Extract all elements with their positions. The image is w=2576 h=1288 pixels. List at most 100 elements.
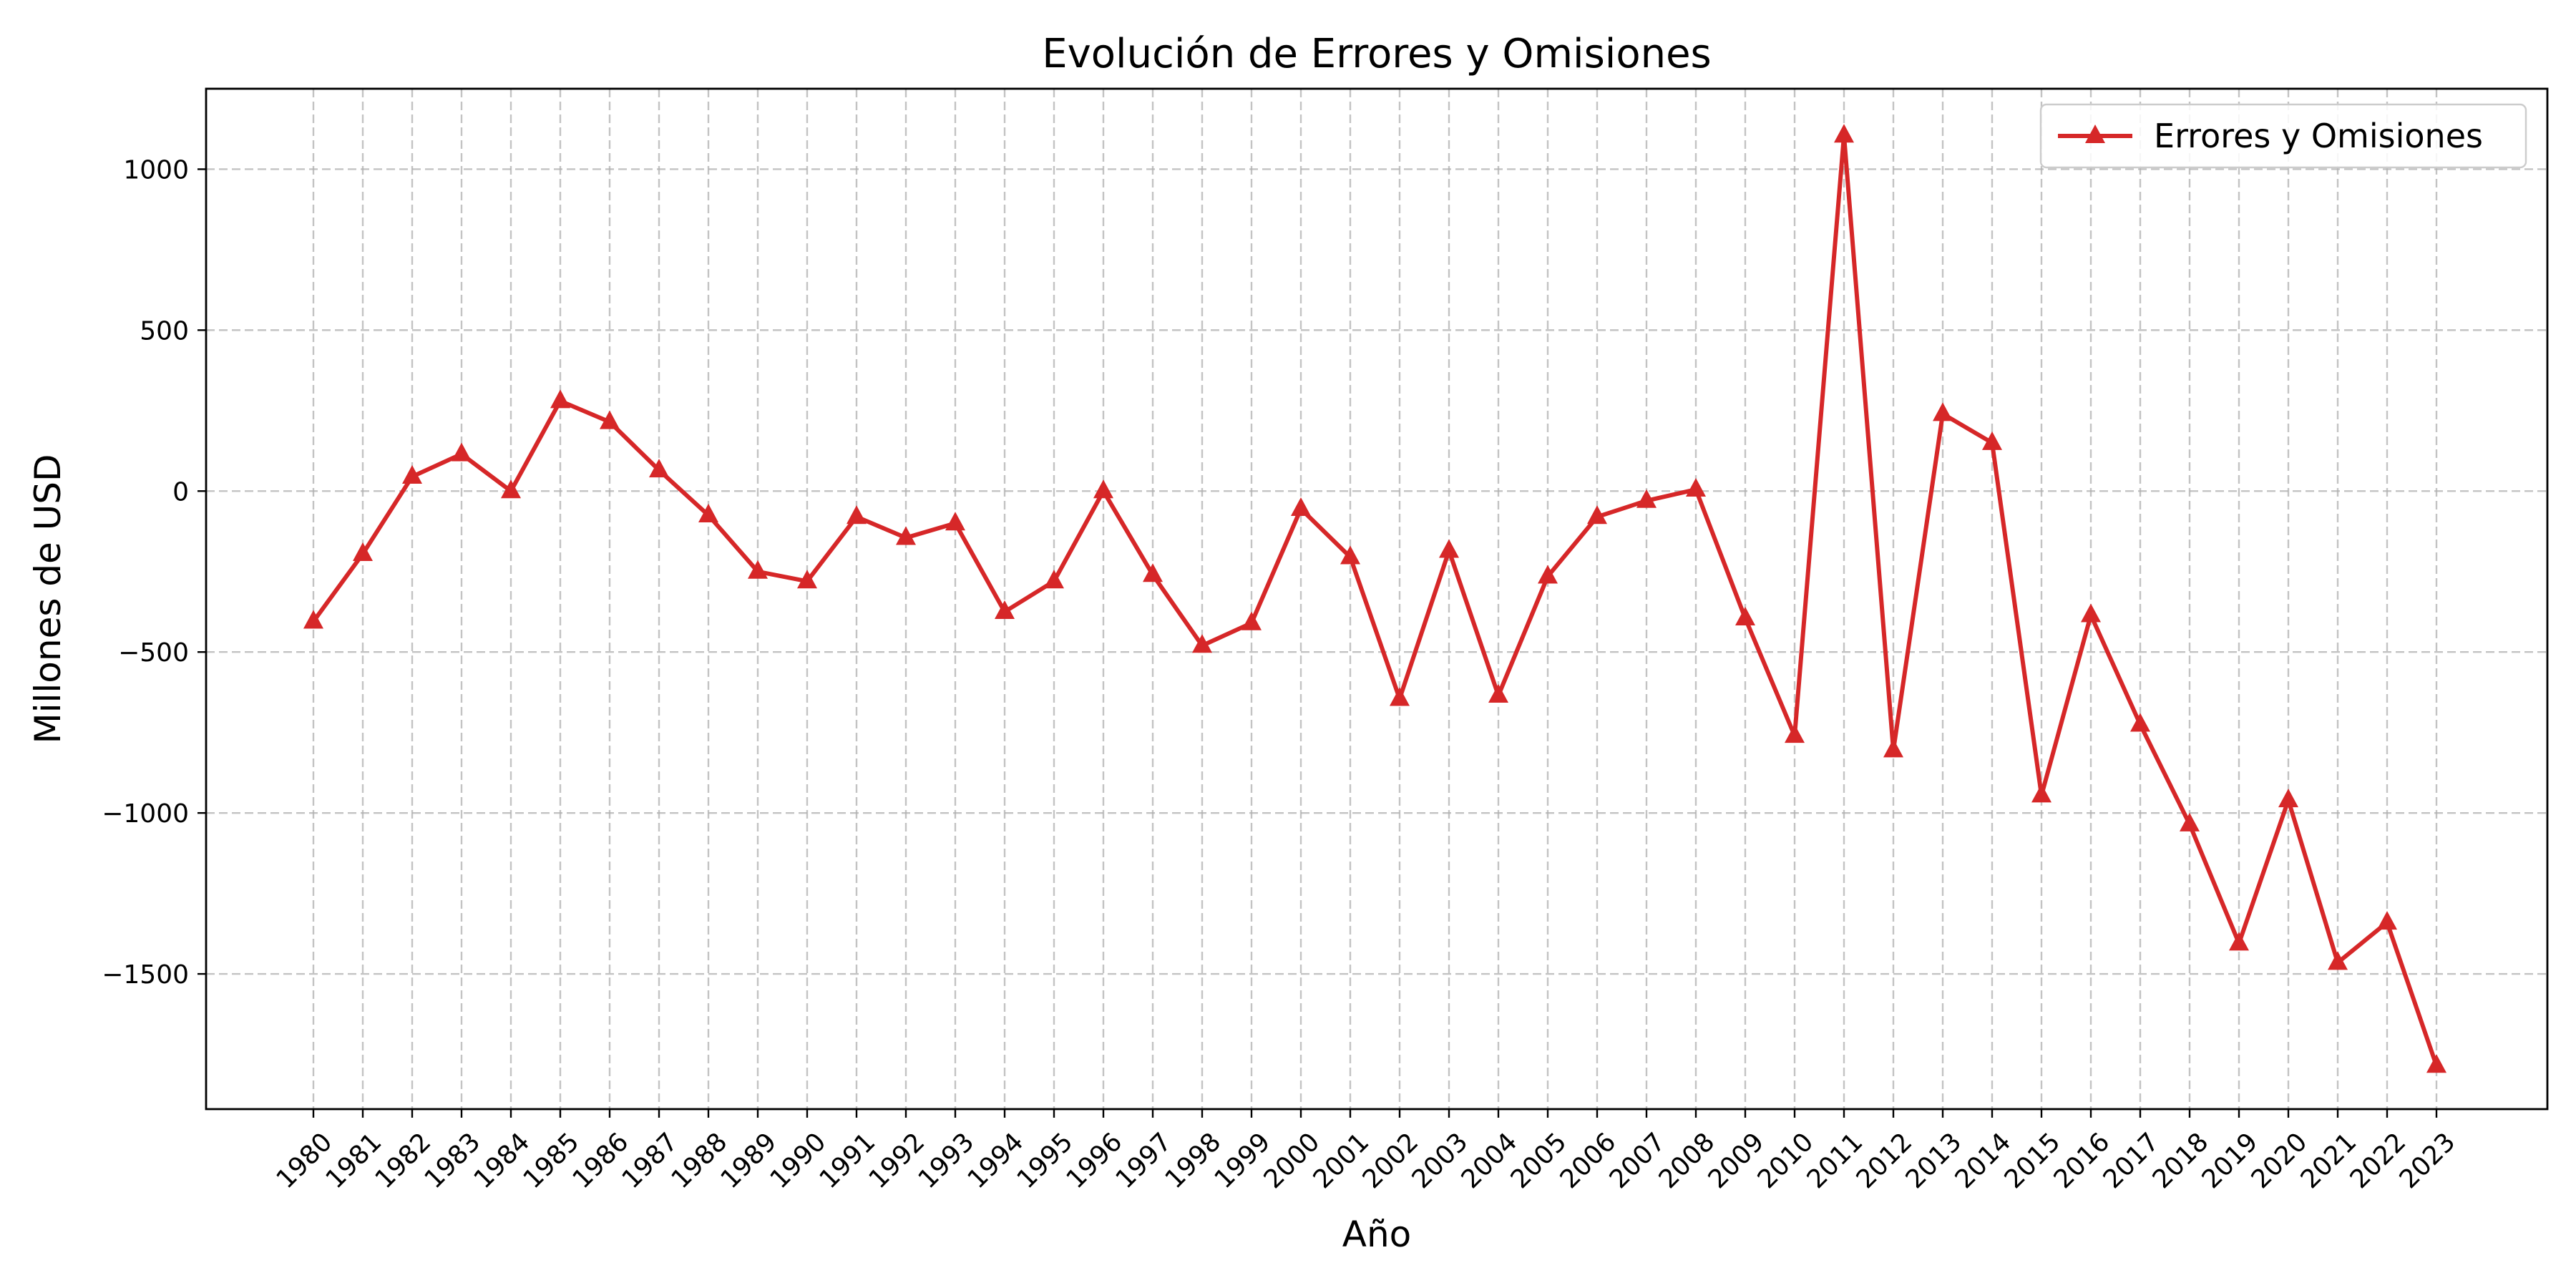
x-tick-label: 1996 — [1061, 1127, 1128, 1194]
x-tick-label: 1995 — [1012, 1127, 1079, 1194]
x-tick-label: 1986 — [567, 1127, 635, 1194]
x-tick-label: 2022 — [2345, 1127, 2412, 1194]
x-tick-label: 1991 — [814, 1127, 882, 1194]
y-axis-label: Millones de USD — [27, 454, 69, 743]
y-tick-label: 0 — [172, 477, 189, 507]
x-tick-label: 2004 — [1456, 1127, 1523, 1194]
y-axis: 1000 500 0 −500 −1000 −1500 — [102, 155, 206, 990]
data-point-marker — [2229, 932, 2249, 951]
x-tick-label: 2014 — [1950, 1127, 2017, 1194]
data-point-marker — [452, 442, 472, 462]
legend-box — [2039, 103, 2527, 169]
x-tick-label: 2011 — [1802, 1127, 1869, 1194]
x-tick-label: 2006 — [1555, 1127, 1622, 1194]
x-tick-label: 2021 — [2296, 1127, 2363, 1194]
x-tick-label: 2008 — [1654, 1127, 1721, 1194]
data-point-marker — [2328, 951, 2348, 970]
y-tick-label: 1000 — [123, 155, 189, 185]
x-tick-label: 2005 — [1506, 1127, 1573, 1194]
data-point-marker — [550, 389, 570, 409]
y-tick-label: −1500 — [102, 960, 189, 990]
x-tick-label: 1985 — [518, 1127, 585, 1194]
data-point-marker — [1636, 489, 1657, 508]
x-tick-label: 1997 — [1111, 1127, 1178, 1194]
x-tick-label: 2007 — [1604, 1127, 1672, 1194]
plot-frame — [205, 87, 2549, 1111]
data-point-marker — [2081, 603, 2101, 623]
data-point-marker — [1439, 539, 1459, 558]
data-point-marker — [1390, 687, 1410, 706]
x-tick-label: 2016 — [2049, 1127, 2116, 1194]
data-point-marker — [1488, 683, 1508, 703]
chart-title: Evolución de Errores y Omisiones — [1042, 31, 1711, 77]
data-point-marker — [896, 526, 916, 545]
data-point-marker — [303, 610, 323, 629]
data-point-marker — [649, 459, 669, 478]
data-point-marker — [797, 570, 817, 589]
x-tick-label: 2002 — [1357, 1127, 1425, 1194]
x-tick-label: 1989 — [716, 1127, 783, 1194]
data-point-marker — [402, 465, 422, 484]
data-point-marker — [1538, 565, 1558, 584]
y-tick-label: −1000 — [102, 799, 189, 829]
data-point-marker — [995, 600, 1015, 619]
data-point-marker — [1340, 545, 1360, 565]
data-point-marker — [1982, 431, 2002, 450]
x-tick-label: 1987 — [617, 1127, 684, 1194]
data-point-marker — [1587, 505, 1607, 525]
data-point-marker — [353, 542, 373, 562]
data-point-marker — [2180, 812, 2200, 831]
data-point-marker — [1241, 611, 1262, 630]
x-tick-label: 1980 — [271, 1127, 338, 1194]
x-tick-label: 2003 — [1407, 1127, 1474, 1194]
data-point-marker — [1044, 570, 1064, 589]
x-tick-label: 2013 — [1901, 1127, 1968, 1194]
data-point-marker — [1093, 479, 1113, 499]
x-axis: 1980198119821983198419851986198719881989… — [271, 1109, 2462, 1194]
data-point-marker — [698, 504, 718, 523]
data-point-marker — [847, 505, 867, 525]
x-tick-label: 1983 — [419, 1127, 487, 1194]
x-tick-label: 2023 — [2394, 1127, 2462, 1194]
x-tick-label: 1998 — [1160, 1127, 1227, 1194]
data-point-marker — [2130, 713, 2150, 732]
x-tick-label: 1990 — [765, 1127, 832, 1194]
x-axis-label: Año — [1342, 1214, 1411, 1255]
data-point-marker — [748, 560, 768, 579]
data-point-marker — [600, 410, 620, 429]
data-point-marker — [2377, 911, 2397, 930]
series-markers — [303, 124, 2446, 1073]
data-point-marker — [1143, 563, 1163, 582]
data-point-marker — [1834, 124, 1854, 143]
series-line-errores-y-omisiones — [311, 133, 2439, 1068]
x-tick-label: 2018 — [2147, 1127, 2215, 1194]
data-point-marker — [1192, 634, 1212, 653]
x-tick-label: 1982 — [370, 1127, 437, 1194]
legend: Errores y Omisiones — [2039, 103, 2527, 169]
x-tick-label: 2020 — [2246, 1127, 2313, 1194]
x-tick-label: 2012 — [1851, 1127, 1918, 1194]
data-point-marker — [1933, 402, 1953, 421]
x-tick-label: 2000 — [1259, 1127, 1326, 1194]
data-point-marker — [1291, 497, 1311, 517]
data-point-marker — [1735, 606, 1755, 625]
data-point-marker — [2278, 789, 2298, 808]
x-tick-label: 2017 — [2098, 1127, 2165, 1194]
data-point-marker — [945, 512, 965, 531]
x-tick-label: 1981 — [321, 1127, 388, 1194]
x-tick-label: 1992 — [864, 1127, 931, 1194]
x-tick-label: 1984 — [469, 1127, 536, 1194]
x-tick-label: 2019 — [2197, 1127, 2264, 1194]
x-tick-label: 2001 — [1308, 1127, 1375, 1194]
legend-marker-icon — [2085, 125, 2105, 143]
x-tick-label: 1994 — [962, 1127, 1030, 1194]
legend-entry-errores-y-omisiones: Errores y Omisiones — [2154, 117, 2483, 155]
data-point-marker — [1785, 724, 1805, 743]
x-tick-label: 1993 — [913, 1127, 980, 1194]
data-point-marker — [501, 479, 521, 499]
x-tick-label: 2015 — [1999, 1127, 2067, 1194]
y-tick-label: 500 — [140, 316, 189, 346]
x-tick-label: 1988 — [666, 1127, 733, 1194]
x-tick-label: 2009 — [1703, 1127, 1770, 1194]
